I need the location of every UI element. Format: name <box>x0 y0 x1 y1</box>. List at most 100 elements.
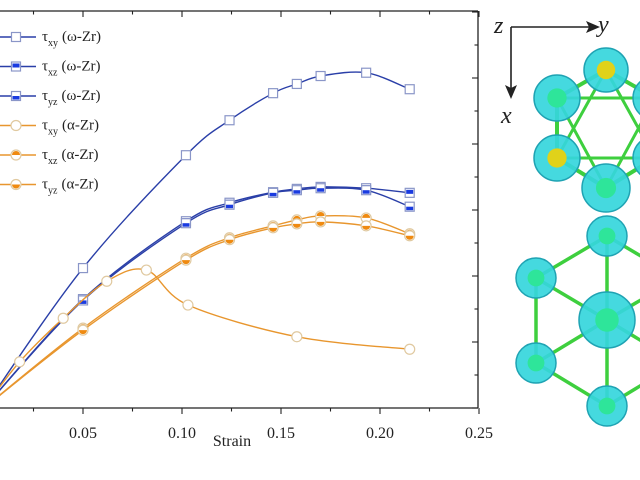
legend-phase: (ω-Zr) <box>61 59 100 75</box>
legend-entry: τxz (ω-Zr) <box>0 59 101 79</box>
data-point-fill <box>182 223 190 227</box>
data-point-fill <box>406 189 414 194</box>
data-point-fill <box>12 96 20 100</box>
data-point-fill <box>362 190 370 194</box>
data-point-marker <box>291 78 302 90</box>
legend-entry: τyz (α-Zr) <box>0 177 99 197</box>
legend-label: τxy (ω-Zr) <box>42 29 101 49</box>
data-point-marker <box>361 67 372 78</box>
atom <box>578 291 636 349</box>
series-line <box>0 268 410 388</box>
x-arrow-head-icon <box>505 85 517 99</box>
atom-core <box>596 60 616 80</box>
data-point-fill <box>12 63 20 68</box>
legend: τxy (ω-Zr)τxz (ω-Zr)τyz (ω-Zr)τxy (α-Zr)τxz(… <box>0 29 101 197</box>
data-point-fill <box>362 225 371 230</box>
legend-label: τyz (ω-Zr) <box>42 88 101 108</box>
atom <box>515 257 557 299</box>
legend-phase: (ω-Zr) <box>62 29 101 45</box>
legend-label: τxz (α-Zr) <box>42 147 99 167</box>
atom-core <box>595 177 617 199</box>
charge-density-shell <box>632 140 640 176</box>
data-point-marker <box>291 331 303 343</box>
data-point-marker <box>404 343 416 355</box>
x-tick-label: 0.15 <box>267 425 295 442</box>
x-tick-label: 0.05 <box>69 425 97 442</box>
data-point-fill <box>79 330 87 335</box>
atom-core <box>595 308 619 332</box>
legend-symbol: τ <box>42 29 48 45</box>
axes: Strain 00.050.100.150.200.25 <box>0 10 493 450</box>
z-axis-label: z <box>493 13 504 39</box>
series-line <box>0 187 410 391</box>
legend-entry: τxz (α-Zr) <box>0 147 99 167</box>
atom <box>586 215 628 257</box>
data-point-fill <box>293 190 301 194</box>
atom-core <box>527 269 545 287</box>
legend-subscript: xy <box>48 127 58 138</box>
data-point-fill <box>225 239 234 244</box>
legend-phase: (α-Zr) <box>61 147 98 163</box>
data-point-marker <box>180 150 192 161</box>
legend-phase: (α-Zr) <box>62 118 99 134</box>
data-point-marker <box>57 312 69 324</box>
series-3 <box>0 264 416 388</box>
series-5 <box>0 216 416 397</box>
legend-entry: τxy (α-Zr) <box>0 118 99 138</box>
legend-subscript: xz <box>48 156 58 167</box>
atom-core <box>527 354 545 372</box>
legend-subscript: xy <box>48 38 58 49</box>
atom <box>632 140 640 176</box>
x-axis-label: x <box>500 103 512 129</box>
atom-special <box>533 134 581 182</box>
data-point-marker <box>14 356 26 368</box>
data-point-fill <box>316 211 325 216</box>
legend-symbol: τ <box>42 59 48 75</box>
x-axis-title: Strain <box>213 433 251 450</box>
atom <box>533 74 581 122</box>
legend-symbol: τ <box>42 118 48 134</box>
charge-density-shell <box>632 80 640 116</box>
y-axis-label: y <box>596 12 609 38</box>
data-point-fill <box>292 223 301 228</box>
data-point-fill <box>405 235 414 240</box>
atom-core <box>598 397 616 415</box>
series-0 <box>0 67 415 386</box>
data-point-fill <box>317 188 325 192</box>
atom-core <box>547 88 567 108</box>
data-point-marker <box>101 275 113 287</box>
x-tick-label: 0.25 <box>465 425 493 442</box>
data-point-marker <box>315 70 326 82</box>
data-point-marker <box>140 264 152 276</box>
atom <box>581 163 631 213</box>
atom <box>515 342 557 384</box>
legend-subscript: yz <box>48 186 58 197</box>
legend-label: τyz (α-Zr) <box>42 177 99 197</box>
data-point-marker <box>404 84 415 95</box>
data-point-fill <box>269 192 277 197</box>
data-point-marker <box>10 31 22 43</box>
plot-area <box>0 67 416 397</box>
data-point-fill <box>362 213 371 218</box>
data-point-fill <box>269 227 278 232</box>
legend-label: τxy (α-Zr) <box>42 118 99 138</box>
data-point-fill <box>12 151 20 155</box>
data-point-marker <box>77 262 89 274</box>
data-point-marker <box>267 88 279 99</box>
atom-special <box>583 47 629 93</box>
atom-core <box>598 227 616 245</box>
legend-phase: (α-Zr) <box>61 177 98 193</box>
x-tick-label: 0.10 <box>168 425 196 442</box>
data-point-fill <box>12 184 20 189</box>
legend-subscript: yz <box>48 97 58 108</box>
atom <box>632 80 640 116</box>
atomic-structure-panel: z y x <box>493 12 640 427</box>
data-point-marker <box>224 115 235 126</box>
legend-subscript: xz <box>48 68 58 79</box>
data-point-marker <box>182 299 194 311</box>
legend-phase: (ω-Zr) <box>61 88 100 104</box>
data-point-fill <box>406 206 414 211</box>
data-point-marker <box>10 119 22 132</box>
data-point-fill <box>181 260 190 265</box>
